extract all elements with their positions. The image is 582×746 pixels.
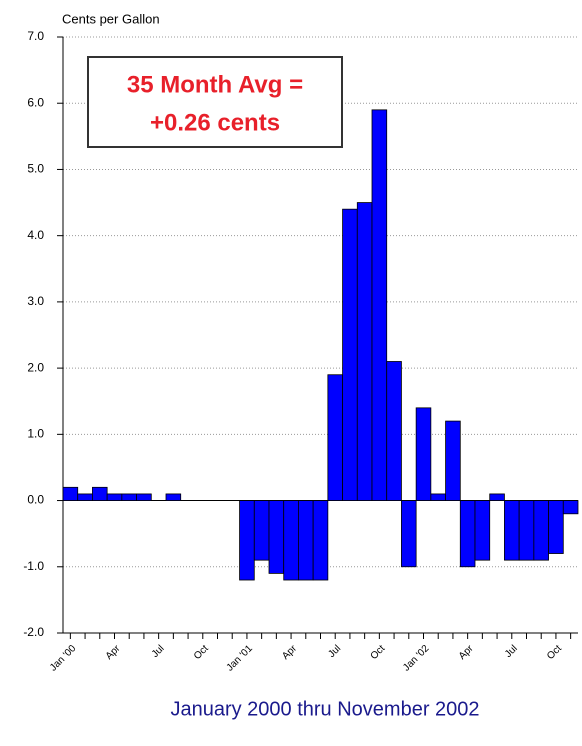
x-tick-label: Apr [457, 643, 476, 662]
y-tick-label: -2.0 [23, 625, 44, 639]
bar [312, 500, 329, 581]
bar [106, 493, 123, 501]
annotation: +0.26 cents [150, 109, 280, 136]
bar [562, 500, 579, 515]
bar [327, 374, 343, 501]
x-tick-label: Oct [369, 643, 388, 662]
y-tick-label: 0.0 [27, 493, 44, 507]
bar [459, 500, 476, 568]
x-tick-label: Oct [545, 643, 564, 662]
bar [298, 500, 314, 581]
bar [533, 500, 549, 561]
bar [283, 500, 299, 581]
y-tick-label: 6.0 [27, 95, 44, 109]
x-tick-label: Apr [280, 643, 299, 662]
bar [356, 202, 373, 501]
y-tick-label: 3.0 [27, 294, 44, 308]
y-tick-label: 2.0 [27, 360, 44, 374]
x-tick-label: Jul [150, 643, 167, 660]
bar [474, 500, 491, 561]
bar [239, 500, 255, 581]
bar [92, 486, 108, 501]
x-tick-label: Jul [503, 643, 520, 660]
y-tick-label: 7.0 [27, 29, 44, 43]
bar [548, 500, 564, 554]
x-tick-label: Apr [104, 643, 123, 662]
y-tick-label: 5.0 [27, 162, 44, 176]
bar [489, 493, 505, 501]
bar [165, 493, 182, 501]
y-axis-title: Cents per Gallon [62, 11, 160, 26]
x-tick-label: Jan '02 [401, 643, 432, 674]
x-tick-label: Jan '00 [48, 643, 79, 674]
annotation-box [87, 56, 343, 148]
bar [371, 109, 388, 501]
x-tick-label: Oct [192, 643, 211, 662]
annotation: 35 Month Avg = [127, 71, 303, 98]
bar [77, 493, 93, 501]
bar [268, 500, 285, 574]
x-tick-label: Jan '01 [225, 643, 256, 674]
bar [518, 500, 535, 561]
bar [62, 486, 79, 501]
bar [445, 420, 461, 501]
bar [401, 500, 417, 568]
bar [121, 493, 137, 501]
bar [136, 493, 152, 501]
y-tick-label: -1.0 [23, 559, 44, 573]
bar [504, 500, 520, 561]
bar [430, 493, 446, 501]
bar [415, 407, 432, 501]
y-tick-label: 1.0 [27, 427, 44, 441]
x-axis-title: January 2000 thru November 2002 [170, 698, 479, 720]
x-tick-label: Jul [326, 643, 343, 660]
y-tick-label: 4.0 [27, 228, 44, 242]
bar [342, 208, 358, 501]
bar [386, 361, 402, 501]
bar [253, 500, 270, 561]
